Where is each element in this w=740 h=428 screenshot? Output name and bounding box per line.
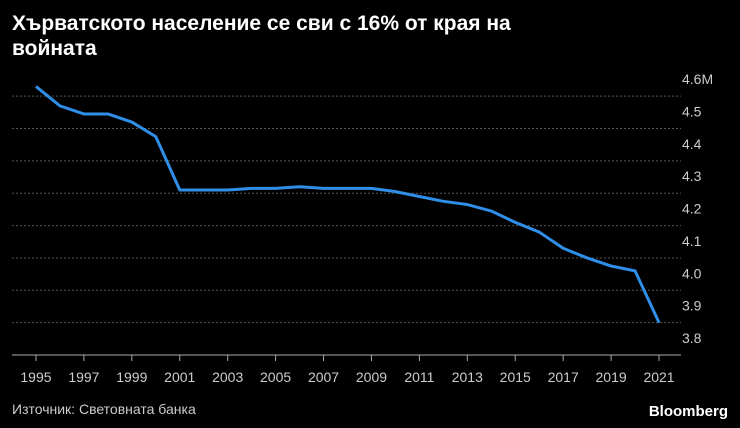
y-tick-label: 3.8 — [682, 330, 702, 346]
y-tick-label: 3.9 — [682, 298, 702, 314]
brand: Bloomberg — [649, 403, 728, 420]
y-tick-label: 4.0 — [682, 265, 702, 281]
y-tick-label: 4.5 — [682, 104, 702, 120]
x-tick-label: 2021 — [643, 369, 674, 385]
x-tick-label: 1999 — [116, 369, 147, 385]
x-tick-label: 2011 — [404, 369, 434, 385]
x-tick-label: 2001 — [164, 369, 195, 385]
x-tick-label: 2017 — [548, 369, 579, 385]
x-tick-label: 1997 — [68, 369, 99, 385]
y-tick-label: 4.2 — [682, 201, 702, 217]
y-tick-label: 4.4 — [682, 136, 702, 152]
y-tick-label: 4.6M — [682, 71, 713, 87]
x-tick-label: 2007 — [308, 369, 339, 385]
y-tick-label: 4.3 — [682, 168, 702, 184]
x-tick-label: 2019 — [596, 369, 627, 385]
y-tick-label: 4.1 — [682, 233, 702, 249]
x-tick-label: 2005 — [260, 369, 291, 385]
x-tick-label: 2013 — [452, 369, 483, 385]
source: Източник: Световната банка — [12, 401, 196, 417]
data-line — [35, 85, 661, 324]
x-tick-label: 1995 — [20, 369, 51, 385]
x-tick-label: 2015 — [500, 369, 531, 385]
x-tick-label: 2003 — [212, 369, 243, 385]
chart-title: Хърватското население се сви с 16% от кр… — [12, 12, 511, 60]
x-tick-label: 2009 — [356, 369, 387, 385]
